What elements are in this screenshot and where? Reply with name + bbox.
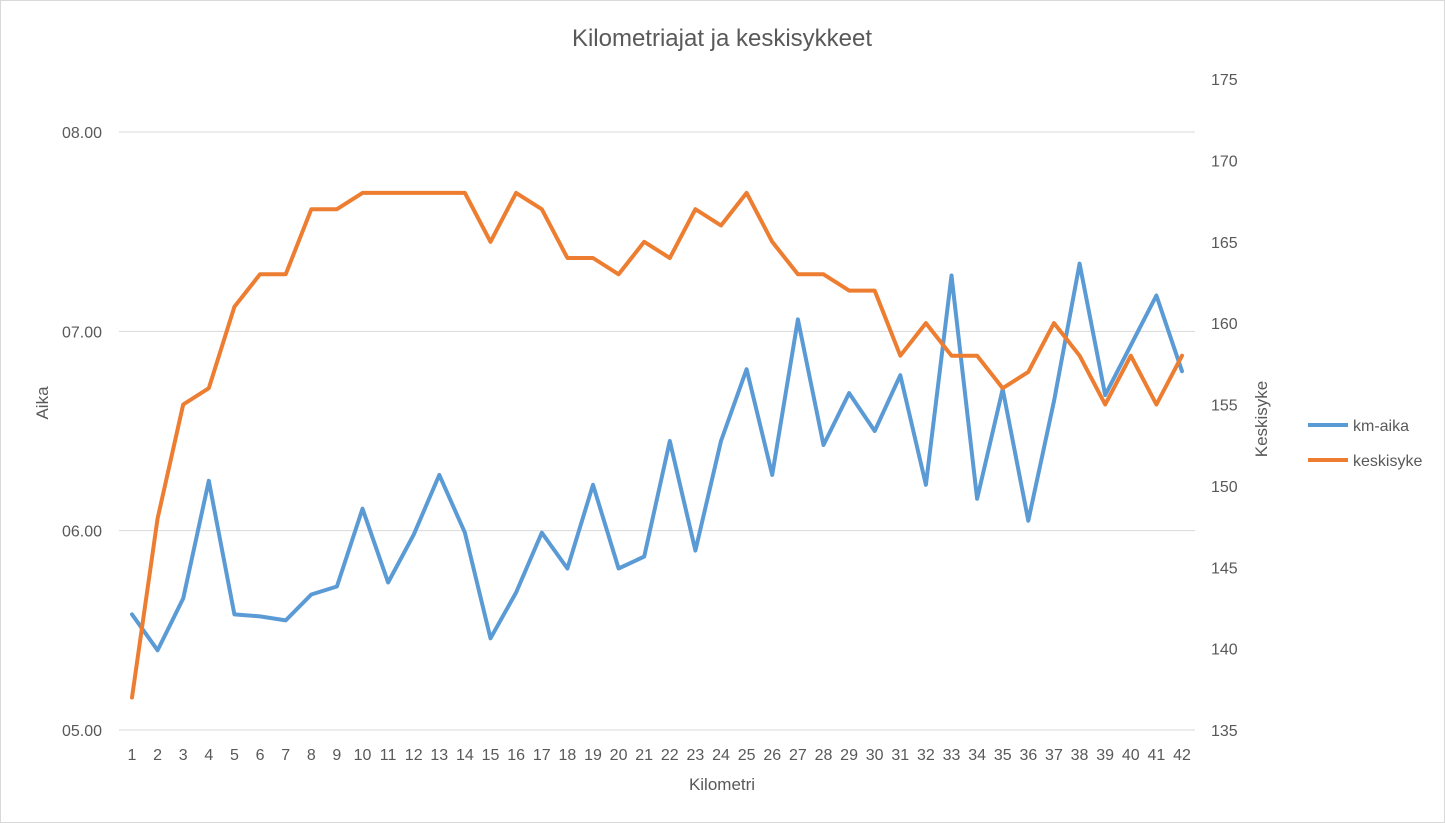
x-tick-label: 39: [1096, 747, 1114, 764]
series-lines: [130, 190, 1184, 700]
gridlines: [119, 131, 1195, 731]
right-tick-label: 145: [1211, 560, 1238, 577]
right-axis-ticks: 135 140 145 150 155 160 165 170 175: [1211, 72, 1238, 740]
x-tick-label: 4: [204, 747, 213, 764]
right-tick-label: 165: [1211, 235, 1238, 252]
x-tick-label: 23: [687, 747, 705, 764]
chart-title: Kilometriajat ja keskisykkeet: [572, 25, 872, 52]
left-tick-label: 08.00: [62, 125, 102, 142]
x-tick-label: 7: [281, 747, 290, 764]
x-tick-label: 22: [661, 747, 679, 764]
x-tick-label: 26: [763, 747, 781, 764]
right-tick-label: 155: [1211, 398, 1238, 415]
right-tick-label: 160: [1211, 316, 1238, 333]
series-line-km-aika: [130, 261, 1184, 653]
right-tick-label: 150: [1211, 479, 1238, 496]
legend-label-km-aika: km-aika: [1353, 418, 1409, 435]
x-tick-label: 18: [558, 747, 576, 764]
right-tick-label: 175: [1211, 72, 1238, 89]
left-tick-label: 07.00: [62, 324, 102, 341]
x-axis-ticks: 1 2 3 4 5 6 7 8 9 10 11 12 13 14 15 16 17 18 19 20 21 22 23 24 2…: [128, 747, 1191, 764]
x-tick-label: 34: [968, 747, 986, 764]
x-tick-label: 9: [332, 747, 341, 764]
x-tick-label: 6: [256, 747, 265, 764]
x-tick-label: 28: [815, 747, 833, 764]
right-tick-label: 170: [1211, 153, 1238, 170]
x-tick-label: 40: [1122, 747, 1140, 764]
x-tick-label: 42: [1173, 747, 1191, 764]
left-tick-label: 05.00: [62, 723, 102, 740]
x-tick-label: 30: [866, 747, 884, 764]
x-tick-label: 14: [456, 747, 474, 764]
legend-label-keskisyke: keskisyke: [1353, 453, 1422, 470]
x-tick-label: 27: [789, 747, 807, 764]
x-tick-label: 15: [482, 747, 500, 764]
right-axis-title: Keskisyke: [1252, 381, 1271, 458]
series-line-keskisyke: [130, 190, 1184, 700]
left-tick-label: 06.00: [62, 524, 102, 541]
x-tick-label: 38: [1071, 747, 1089, 764]
x-tick-label: 36: [1019, 747, 1037, 764]
x-tick-label: 21: [635, 747, 653, 764]
right-tick-label: 135: [1211, 723, 1238, 740]
right-tick-label: 140: [1211, 642, 1238, 659]
x-tick-label: 2: [153, 747, 162, 764]
legend: km-aika keskisyke: [1308, 418, 1422, 470]
left-axis-ticks: 05.00 06.00 07.00 08.00: [62, 125, 102, 740]
left-axis-title: Aika: [33, 386, 52, 420]
x-tick-label: 10: [354, 747, 372, 764]
x-tick-label: 29: [840, 747, 858, 764]
x-tick-label: 5: [230, 747, 239, 764]
x-tick-label: 16: [507, 747, 525, 764]
x-tick-label: 35: [994, 747, 1012, 764]
x-tick-label: 41: [1147, 747, 1165, 764]
x-tick-label: 24: [712, 747, 730, 764]
x-tick-label: 20: [610, 747, 628, 764]
x-tick-label: 25: [738, 747, 756, 764]
x-tick-label: 3: [179, 747, 188, 764]
x-tick-label: 13: [430, 747, 448, 764]
x-tick-label: 12: [405, 747, 423, 764]
x-tick-label: 31: [891, 747, 909, 764]
x-axis-title: Kilometri: [689, 775, 755, 794]
x-tick-label: 17: [533, 747, 551, 764]
x-tick-label: 11: [380, 747, 397, 764]
x-tick-label: 19: [584, 747, 602, 764]
x-tick-label: 32: [917, 747, 935, 764]
x-tick-label: 8: [307, 747, 316, 764]
x-tick-label: 37: [1045, 747, 1063, 764]
x-tick-label: 1: [128, 747, 137, 764]
x-tick-label: 33: [943, 747, 961, 764]
